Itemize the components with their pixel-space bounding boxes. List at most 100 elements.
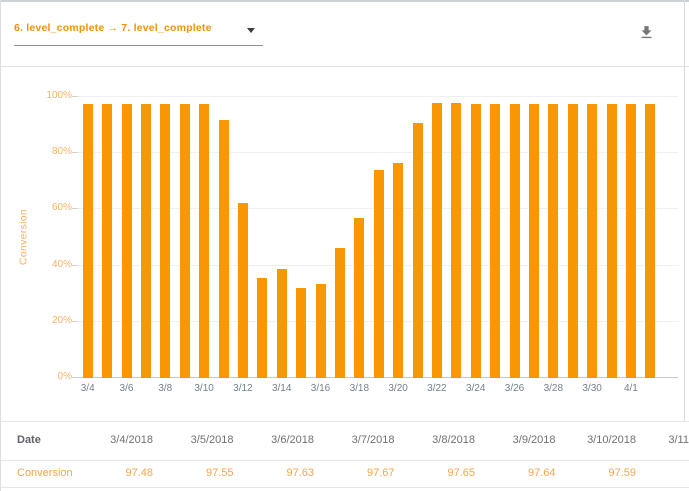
bar-slot: [214, 97, 233, 378]
conversion-cell: 97.48: [125, 467, 153, 479]
dropdown-caret-icon: [247, 28, 255, 33]
y-tick-label: 60%: [51, 202, 72, 214]
bar-3/10[interactable]: [199, 103, 210, 378]
table-bottom-line: [0, 487, 689, 488]
bar-3/6[interactable]: [121, 103, 132, 378]
bar-slot: [544, 97, 563, 378]
bar-3/26[interactable]: [509, 103, 520, 378]
y-tick-label: 80%: [51, 146, 72, 158]
x-tick-label: 3/14: [271, 383, 292, 394]
bar-3/20[interactable]: [393, 163, 404, 378]
conversion-cell: 97.55: [205, 467, 234, 479]
date-row-header: Date: [17, 434, 41, 446]
bar-3/12[interactable]: [237, 202, 248, 378]
bar-3/14[interactable]: [276, 268, 287, 378]
bar-slot: [233, 97, 252, 378]
card-border-left: [0, 0, 1, 491]
download-button[interactable]: [636, 24, 656, 44]
step-pair-selector[interactable]: 6. level_complete → 7. level_complete: [14, 18, 263, 44]
bar-3/24[interactable]: [470, 103, 481, 378]
y-axis-title: Conversion: [17, 208, 30, 266]
bar-3/19[interactable]: [373, 170, 384, 378]
y-tick-mark: [72, 208, 78, 210]
bar-slot: [175, 97, 194, 378]
bar-3/5[interactable]: [102, 103, 113, 378]
date-cell: 3/8/2018: [432, 434, 475, 446]
bar-3/27[interactable]: [529, 103, 540, 378]
bar-3/8[interactable]: [160, 103, 171, 378]
bar-slot: [389, 97, 408, 378]
bar-slot: [641, 97, 660, 378]
bar-slot: [466, 97, 485, 378]
bar-slot: [427, 97, 446, 378]
date-cell: 3/4/2018: [110, 434, 153, 446]
x-tick-label: 3/30: [582, 383, 602, 394]
bar-slot: [369, 97, 388, 378]
y-tick-label: 20%: [51, 314, 72, 326]
bar-3/28[interactable]: [548, 103, 559, 378]
bar-3/11[interactable]: [218, 119, 229, 378]
table-mid-line: [0, 460, 689, 461]
bar-3/4[interactable]: [82, 104, 93, 378]
conversion-row-header: Conversion: [17, 467, 73, 479]
bar-3/21[interactable]: [412, 123, 423, 378]
bar-3/9[interactable]: [179, 103, 190, 378]
file-download-icon: [638, 26, 655, 44]
bar-3/25[interactable]: [490, 103, 501, 378]
x-tick-label: 3/10: [194, 383, 214, 394]
bar-4/1[interactable]: [626, 103, 637, 378]
bar-3/7[interactable]: [140, 103, 151, 378]
bar-3/22[interactable]: [432, 103, 443, 378]
bar-3/16[interactable]: [315, 284, 326, 378]
bar-slot: [194, 97, 213, 378]
gridline: [78, 152, 678, 154]
date-cell: 3/10/2018: [587, 434, 636, 446]
card-border-top: [0, 0, 689, 2]
x-tick-label: 3/24: [465, 383, 486, 394]
bar-4/2[interactable]: [645, 103, 656, 378]
bar-series: [78, 97, 660, 378]
y-tick-mark: [72, 320, 78, 322]
bar-slot: [330, 97, 349, 378]
bar-slot: [136, 97, 155, 378]
date-cell: 3/6/2018: [271, 434, 314, 446]
date-cell: 3/5/2018: [190, 434, 234, 446]
y-tick-mark: [72, 377, 78, 378]
x-tick-label: 3/22: [427, 383, 447, 394]
bar-3/23[interactable]: [451, 103, 462, 378]
bar-slot: [291, 97, 310, 378]
x-tick-label: 3/20: [388, 383, 408, 394]
bar-3/30[interactable]: [587, 103, 598, 378]
selector-underline: [14, 45, 263, 46]
bar-slot: [486, 97, 505, 378]
bar-3/31[interactable]: [606, 103, 617, 378]
x-tick-label: 4/1: [623, 383, 638, 394]
y-tick-label: 40%: [51, 258, 72, 270]
bar-3/13[interactable]: [257, 277, 268, 378]
x-tick-label: 3/4: [80, 383, 95, 394]
conversion-cell: 97.65: [447, 467, 475, 479]
gridline: [78, 96, 678, 97]
bar-3/29[interactable]: [567, 103, 578, 378]
y-tick-mark: [72, 96, 78, 97]
table-top-line: [0, 421, 689, 422]
bar-slot: [563, 97, 582, 378]
bar-3/15[interactable]: [296, 288, 307, 378]
date-cell: 3/11/2018: [668, 434, 689, 446]
bar-slot: [447, 97, 466, 378]
conversion-cell: 97.63: [286, 467, 314, 479]
x-tick-label: 3/12: [233, 383, 253, 394]
y-tick-label: 0%: [57, 371, 72, 382]
bar-slot: [156, 97, 175, 378]
bar-3/18[interactable]: [354, 218, 365, 378]
date-cell: 3/9/2018: [512, 434, 556, 446]
conversion-cell: 97.64: [527, 467, 556, 479]
bar-3/17[interactable]: [334, 247, 345, 378]
bar-slot: [602, 97, 621, 378]
bar-slot: [524, 97, 543, 378]
bar-slot: [117, 97, 136, 378]
x-tick-label: 3/8: [158, 383, 173, 394]
bar-slot: [505, 97, 524, 378]
bar-slot: [311, 97, 330, 378]
